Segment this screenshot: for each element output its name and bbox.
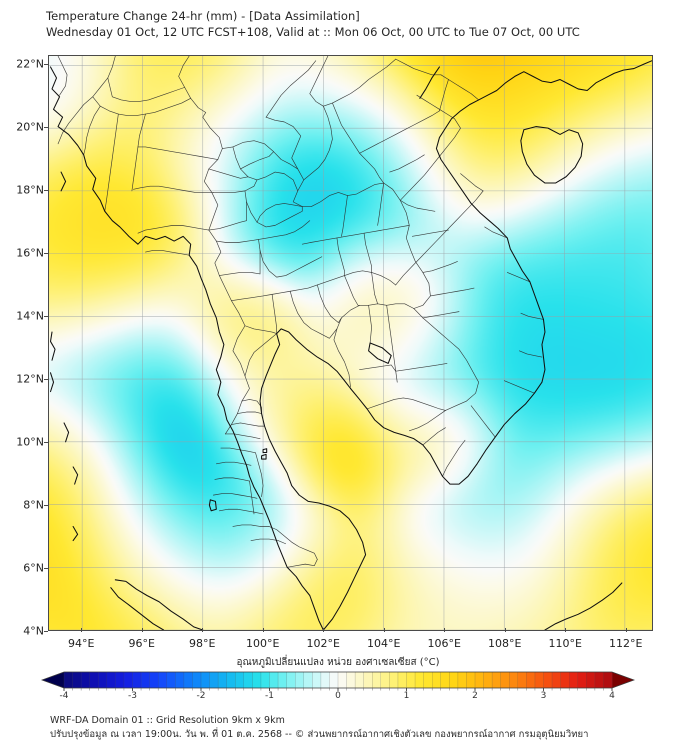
coastline-border-overlay (49, 56, 652, 630)
latitude-tick-label: 14°N (16, 309, 44, 323)
latitude-tick-label: 18°N (16, 183, 44, 197)
longitude-tick-label: 96°E (128, 637, 155, 650)
longitude-tick-label: 102°E (306, 637, 340, 650)
colorbar-tick-label: -1 (265, 691, 274, 701)
latitude-tick-label: 4°N (23, 624, 44, 638)
latitude-tick-mark (44, 379, 48, 381)
colorbar[interactable]: อุณหภูมิเปลี่ยนแปลง หน่วย องศาเซลเซียส (… (0, 655, 676, 705)
longitude-tick-label: 94°E (68, 637, 95, 650)
latitude-tick-mark (44, 253, 48, 255)
colorbar-tick-label: 1 (403, 691, 410, 701)
attribution-line: ปรับปรุงข้อมูล ณ เวลา 19:00น. วัน พ. ที่… (50, 729, 589, 740)
longitude-tick-label: 100°E (246, 637, 280, 650)
latitude-tick-label: 6°N (23, 561, 44, 575)
title-block: Temperature Change 24-hr (mm) - [Data As… (46, 8, 656, 40)
longitude-tick-mark (625, 628, 627, 632)
lat-lon-gridlines (49, 56, 652, 630)
longitude-tick-mark (262, 628, 264, 632)
colorbar-tick-label: -4 (59, 691, 69, 701)
longitude-tick-mark (202, 628, 204, 632)
longitude-tick-mark (504, 628, 506, 632)
page-title: Temperature Change 24-hr (mm) - [Data As… (46, 9, 360, 23)
longitude-tick-mark (444, 628, 446, 632)
latitude-tick-mark (44, 442, 48, 444)
longitude-tick-mark (141, 628, 143, 632)
latitude-tick-label: 12°N (16, 372, 44, 386)
colorbar-tick-labels: -4 -3 -2 -1 0 1 2 3 4 (0, 691, 676, 705)
colorbar-tick-label: 4 (609, 691, 615, 701)
latitude-tick-label: 10°N (16, 435, 44, 449)
colorbar-tick-label: 2 (472, 691, 478, 701)
colorbar-tick-label: -3 (128, 691, 137, 701)
footer-block: WRF-DA Domain 01 :: Grid Resolution 9km … (50, 714, 670, 742)
latitude-tick-label: 8°N (23, 498, 44, 512)
latitude-tick-label: 22°N (16, 57, 44, 71)
longitude-tick-label: 108°E (488, 637, 522, 650)
latitude-tick-mark (44, 64, 48, 66)
latitude-axis: 4°N 6°N 8°N 10°N 12°N 14°N 16°N 18°N 20°N 22°N (0, 55, 48, 638)
longitude-tick-mark (323, 628, 325, 632)
latitude-tick-mark (44, 505, 48, 507)
colorbar-tick-label: 0 (335, 691, 341, 701)
longitude-tick-mark (383, 628, 385, 632)
latitude-tick-mark (44, 316, 48, 318)
longitude-tick-label: 106°E (427, 637, 461, 650)
colorbar-tick-label: 3 (540, 691, 547, 701)
forecast-validity-line: Wednesday 01 Oct, 12 UTC FCST+108, Valid… (46, 25, 580, 39)
colorbar-title: อุณหภูมิเปลี่ยนแปลง หน่วย องศาเซลเซียส (… (236, 657, 440, 668)
model-info-line: WRF-DA Domain 01 :: Grid Resolution 9km … (50, 715, 285, 726)
longitude-tick-mark (565, 628, 567, 632)
map-plot-area[interactable] (48, 55, 653, 631)
latitude-tick-label: 16°N (16, 246, 44, 260)
temperature-anomaly-field (49, 56, 652, 630)
longitude-tick-label: 110°E (548, 637, 582, 650)
latitude-tick-mark (44, 568, 48, 570)
longitude-tick-label: 112°E (609, 637, 643, 650)
colorbar-tick-label: -2 (196, 691, 206, 701)
longitude-tick-label: 98°E (189, 637, 216, 650)
colorbar-gradient (40, 671, 636, 691)
longitude-axis: 94°E 96°E 98°E 100°E 102°E 104°E 106°E 108°E 110… (48, 628, 653, 654)
latitude-tick-mark (44, 190, 48, 192)
longitude-tick-mark (81, 628, 83, 632)
latitude-tick-mark (44, 631, 48, 632)
latitude-tick-mark (44, 127, 48, 129)
latitude-tick-label: 20°N (16, 120, 44, 134)
longitude-tick-label: 104°E (367, 637, 401, 650)
